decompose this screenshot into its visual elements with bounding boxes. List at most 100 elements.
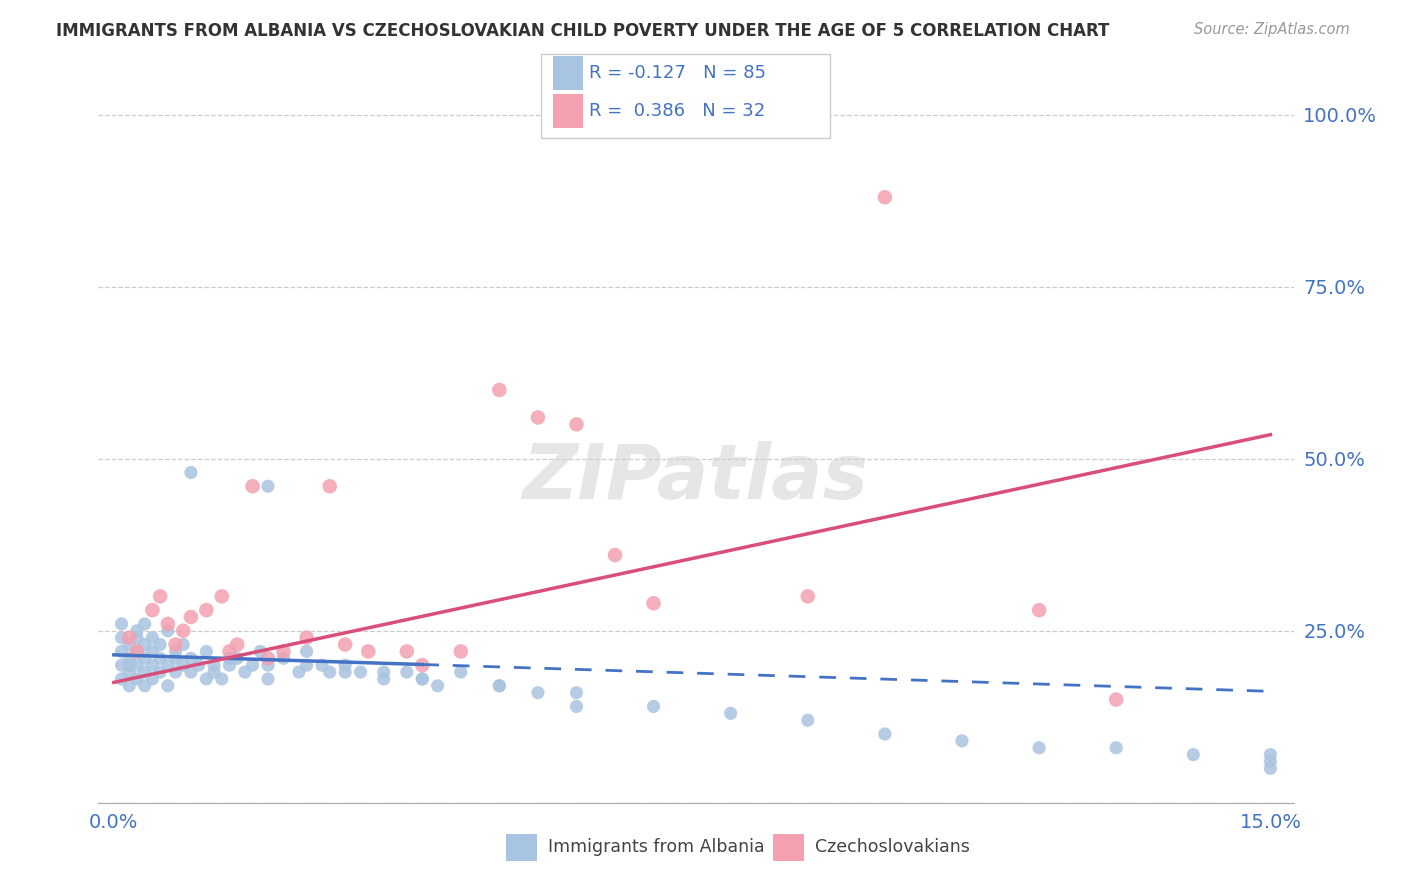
- Point: [249, 644, 271, 658]
- Point: [125, 658, 148, 673]
- Point: [1028, 740, 1050, 755]
- Point: [141, 603, 163, 617]
- Point: [211, 672, 233, 686]
- Point: [488, 679, 510, 693]
- Point: [226, 651, 249, 665]
- Text: Source: ZipAtlas.com: Source: ZipAtlas.com: [1194, 22, 1350, 37]
- Point: [118, 665, 141, 679]
- Point: [395, 644, 418, 658]
- Point: [643, 596, 665, 610]
- Point: [242, 658, 264, 673]
- Point: [218, 651, 240, 665]
- Point: [758, 108, 780, 122]
- Point: [125, 672, 148, 686]
- Point: [295, 644, 318, 658]
- Point: [141, 672, 163, 686]
- Point: [1182, 747, 1205, 762]
- Point: [797, 590, 820, 604]
- Point: [273, 644, 295, 658]
- Point: [118, 638, 141, 652]
- Point: [242, 479, 264, 493]
- Point: [180, 665, 202, 679]
- Point: [172, 624, 194, 638]
- Point: [873, 190, 896, 204]
- Point: [149, 638, 172, 652]
- Point: [288, 665, 311, 679]
- Point: [1105, 692, 1128, 706]
- Text: IMMIGRANTS FROM ALBANIA VS CZECHOSLOVAKIAN CHILD POVERTY UNDER THE AGE OF 5 CORR: IMMIGRANTS FROM ALBANIA VS CZECHOSLOVAKI…: [56, 22, 1109, 40]
- Point: [149, 590, 172, 604]
- Point: [156, 624, 179, 638]
- Point: [202, 658, 225, 673]
- Point: [257, 651, 280, 665]
- Point: [319, 665, 342, 679]
- Text: ZIPatlas: ZIPatlas: [523, 441, 869, 515]
- Point: [295, 631, 318, 645]
- Point: [180, 651, 202, 665]
- Point: [873, 727, 896, 741]
- Point: [156, 679, 179, 693]
- Point: [187, 658, 209, 673]
- Point: [565, 699, 588, 714]
- Point: [349, 665, 371, 679]
- Point: [110, 672, 132, 686]
- Point: [180, 466, 202, 480]
- Point: [134, 679, 156, 693]
- Point: [156, 616, 179, 631]
- Point: [603, 548, 626, 562]
- Point: [110, 616, 132, 631]
- Point: [319, 479, 342, 493]
- Point: [1260, 755, 1282, 769]
- Point: [118, 658, 141, 673]
- Point: [134, 651, 156, 665]
- Point: [134, 638, 156, 652]
- Point: [218, 644, 240, 658]
- Point: [134, 665, 156, 679]
- Point: [411, 672, 433, 686]
- Point: [195, 672, 218, 686]
- Point: [450, 665, 472, 679]
- Point: [373, 665, 395, 679]
- Point: [411, 658, 433, 673]
- Point: [273, 651, 295, 665]
- Point: [118, 631, 141, 645]
- Point: [165, 665, 187, 679]
- Point: [797, 713, 820, 727]
- Point: [488, 383, 510, 397]
- Point: [134, 616, 156, 631]
- Text: R = -0.127   N = 85: R = -0.127 N = 85: [589, 64, 766, 82]
- Point: [411, 672, 433, 686]
- Point: [149, 651, 172, 665]
- Point: [218, 658, 240, 673]
- Point: [149, 665, 172, 679]
- Point: [165, 651, 187, 665]
- Point: [1260, 747, 1282, 762]
- Point: [156, 658, 179, 673]
- Point: [110, 658, 132, 673]
- Point: [333, 665, 356, 679]
- Point: [565, 686, 588, 700]
- Point: [172, 638, 194, 652]
- Point: [643, 699, 665, 714]
- Point: [180, 610, 202, 624]
- Point: [141, 644, 163, 658]
- Point: [233, 665, 256, 679]
- Point: [1028, 603, 1050, 617]
- Point: [195, 644, 218, 658]
- Point: [118, 651, 141, 665]
- Point: [141, 631, 163, 645]
- Text: Immigrants from Albania: Immigrants from Albania: [548, 838, 765, 856]
- Text: Czechoslovakians: Czechoslovakians: [815, 838, 970, 856]
- Point: [333, 638, 356, 652]
- Point: [172, 658, 194, 673]
- Point: [141, 658, 163, 673]
- Point: [357, 644, 380, 658]
- Point: [125, 644, 148, 658]
- Point: [257, 479, 280, 493]
- Point: [165, 638, 187, 652]
- Point: [110, 644, 132, 658]
- Point: [950, 734, 973, 748]
- Point: [311, 658, 333, 673]
- Point: [257, 658, 280, 673]
- Point: [450, 644, 472, 658]
